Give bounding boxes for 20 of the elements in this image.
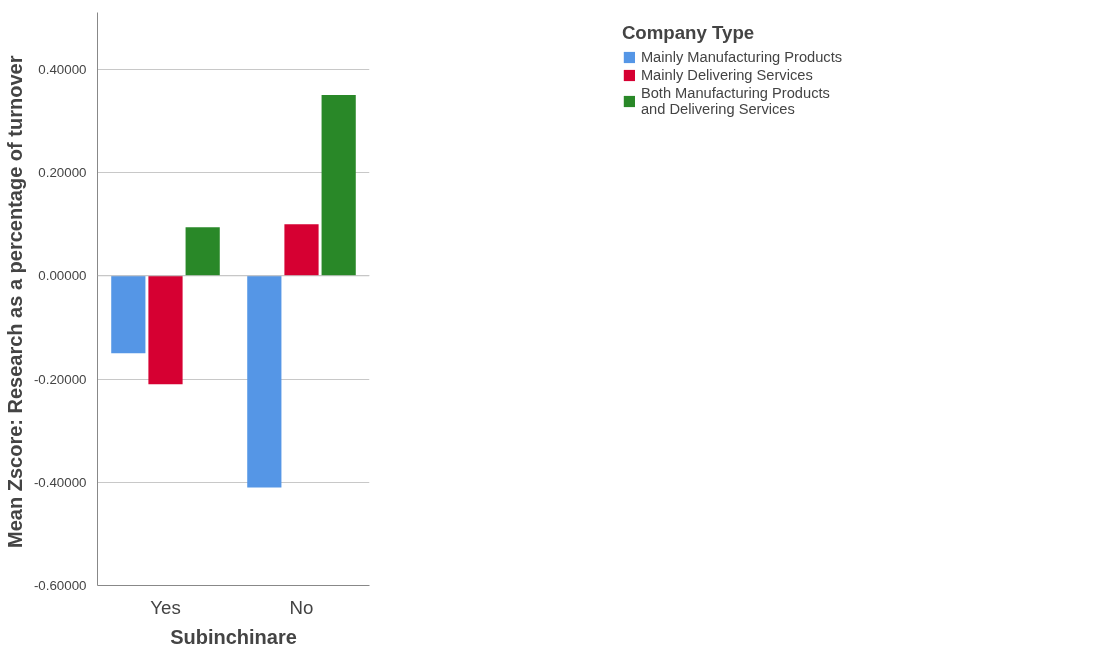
bar <box>148 275 183 385</box>
x-tick-label: No <box>289 596 314 618</box>
x-axis-title: Subinchinare <box>170 625 297 648</box>
y-tick-label: 0.20000 <box>38 165 87 181</box>
bar <box>185 227 220 276</box>
bar <box>284 224 319 276</box>
x-tick-label: Yes <box>150 596 181 618</box>
bar <box>321 95 356 276</box>
legend-title: Company Type <box>621 22 756 44</box>
bar <box>111 275 146 354</box>
y-tick-label: -0.60000 <box>33 578 87 593</box>
y-tick-label: 0.00000 <box>38 268 87 284</box>
bar <box>247 275 282 488</box>
legend-label: Both Manufacturing Products and Delivering Services <box>640 85 830 117</box>
y-tick-label: -0.20000 <box>33 371 87 387</box>
y-axis-title: Mean Zscore: Research as a percentage of turnover <box>3 55 26 548</box>
y-tick-label: 0.40000 <box>38 61 87 77</box>
legend-label: Mainly Delivering Services <box>640 67 813 83</box>
legend-label: Mainly Manufacturing Products <box>640 49 843 65</box>
y-tick-label: -0.40000 <box>33 474 87 490</box>
